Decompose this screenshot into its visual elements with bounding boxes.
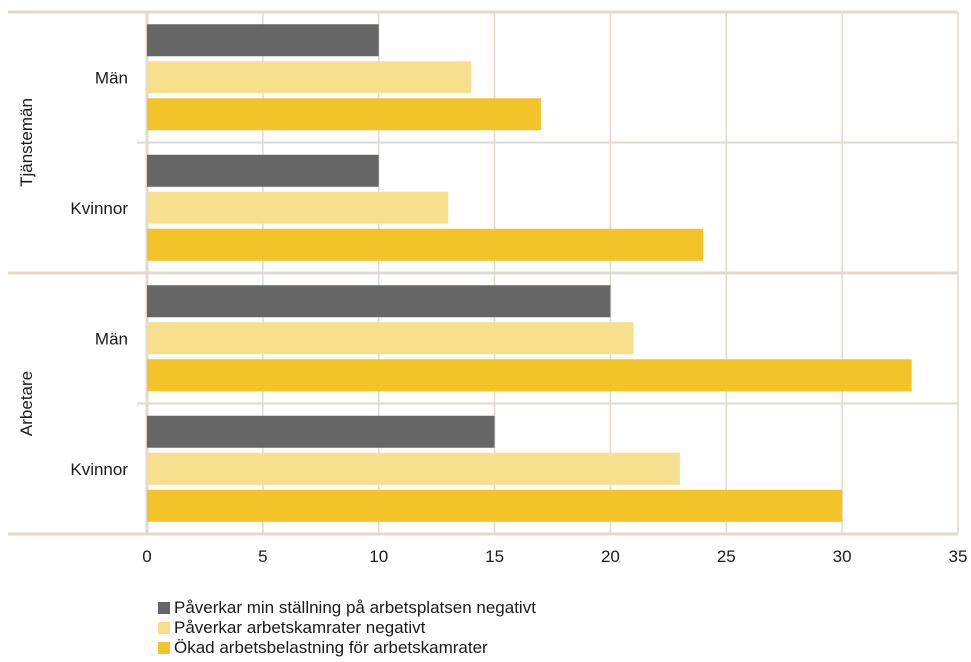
bar-tjänstemän-män-1 [147, 61, 471, 93]
x-tick-label: 15 [485, 547, 504, 566]
x-tick-label: 30 [833, 547, 852, 566]
legend: Påverkar min ställning på arbetsplatsen … [158, 598, 536, 658]
x-tick-label: 5 [258, 547, 267, 566]
legend-label-2: Ökad arbetsbelastning för arbetskamrater [174, 638, 488, 658]
bar-arbetare-män-2 [147, 359, 912, 391]
legend-swatch-0 [158, 602, 170, 614]
bar-tjänstemän-män-2 [147, 98, 541, 130]
category-label: Män [95, 68, 128, 87]
bar-arbetare-män-0 [147, 285, 610, 317]
legend-item-2: Ökad arbetsbelastning för arbetskamrater [158, 638, 536, 658]
legend-swatch-1 [158, 622, 170, 634]
category-label: Män [95, 329, 128, 348]
x-tick-label: 25 [717, 547, 736, 566]
group-label: Arbetare [17, 371, 36, 436]
bar-arbetare-kvinnor-1 [147, 453, 680, 485]
x-tick-label: 35 [949, 547, 968, 566]
category-label: Kvinnor [70, 460, 128, 479]
bar-tjänstemän-kvinnor-1 [147, 192, 448, 224]
legend-label-1: Påverkar arbetskamrater negativt [174, 618, 425, 638]
category-label: Kvinnor [70, 199, 128, 218]
bar-arbetare-kvinnor-0 [147, 416, 495, 448]
legend-swatch-2 [158, 642, 170, 654]
x-tick-label: 0 [142, 547, 151, 566]
x-tick-label: 10 [369, 547, 388, 566]
bar-tjänstemän-kvinnor-2 [147, 229, 703, 261]
bar-tjänstemän-män-0 [147, 24, 379, 56]
legend-label-0: Påverkar min ställning på arbetsplatsen … [174, 598, 536, 618]
group-label: Tjänstemän [17, 98, 36, 187]
legend-item-0: Påverkar min ställning på arbetsplatsen … [158, 598, 536, 618]
bar-arbetare-män-1 [147, 322, 634, 354]
bar-arbetare-kvinnor-2 [147, 490, 842, 522]
legend-item-1: Påverkar arbetskamrater negativt [158, 618, 536, 638]
x-tick-label: 20 [601, 547, 620, 566]
bar-tjänstemän-kvinnor-0 [147, 155, 379, 187]
